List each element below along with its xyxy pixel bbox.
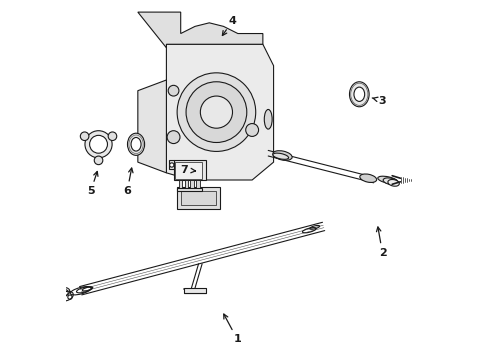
Text: 1: 1 <box>233 334 241 344</box>
Ellipse shape <box>273 153 289 159</box>
Ellipse shape <box>378 176 398 184</box>
Polygon shape <box>167 44 273 180</box>
Bar <box>177 188 202 191</box>
Bar <box>175 162 202 179</box>
Circle shape <box>108 132 117 140</box>
Circle shape <box>200 96 232 128</box>
Bar <box>184 288 206 293</box>
Bar <box>190 180 194 189</box>
Circle shape <box>170 163 174 167</box>
Ellipse shape <box>360 174 377 183</box>
Ellipse shape <box>127 133 145 156</box>
Polygon shape <box>138 80 167 173</box>
Text: 5: 5 <box>87 186 95 197</box>
Circle shape <box>168 85 179 96</box>
Circle shape <box>186 82 247 143</box>
Ellipse shape <box>388 180 399 186</box>
Bar <box>196 180 199 189</box>
Text: 3: 3 <box>379 96 386 106</box>
Ellipse shape <box>349 82 369 107</box>
Circle shape <box>85 131 112 158</box>
Text: 6: 6 <box>123 186 131 197</box>
Ellipse shape <box>273 151 292 160</box>
Ellipse shape <box>383 178 398 185</box>
Bar <box>173 160 206 180</box>
Text: 2: 2 <box>379 248 387 258</box>
Circle shape <box>94 156 103 165</box>
Ellipse shape <box>264 109 272 129</box>
Ellipse shape <box>354 87 365 102</box>
Text: 7: 7 <box>180 165 188 175</box>
Circle shape <box>245 123 259 136</box>
Polygon shape <box>138 12 263 48</box>
Ellipse shape <box>131 138 141 151</box>
Bar <box>177 187 220 208</box>
Bar <box>169 160 174 169</box>
Circle shape <box>177 73 256 152</box>
Circle shape <box>90 135 107 153</box>
Text: 4: 4 <box>228 16 237 26</box>
Circle shape <box>80 132 89 140</box>
Bar <box>179 180 182 189</box>
Circle shape <box>167 131 180 144</box>
Bar <box>185 180 188 189</box>
Bar <box>181 191 217 205</box>
